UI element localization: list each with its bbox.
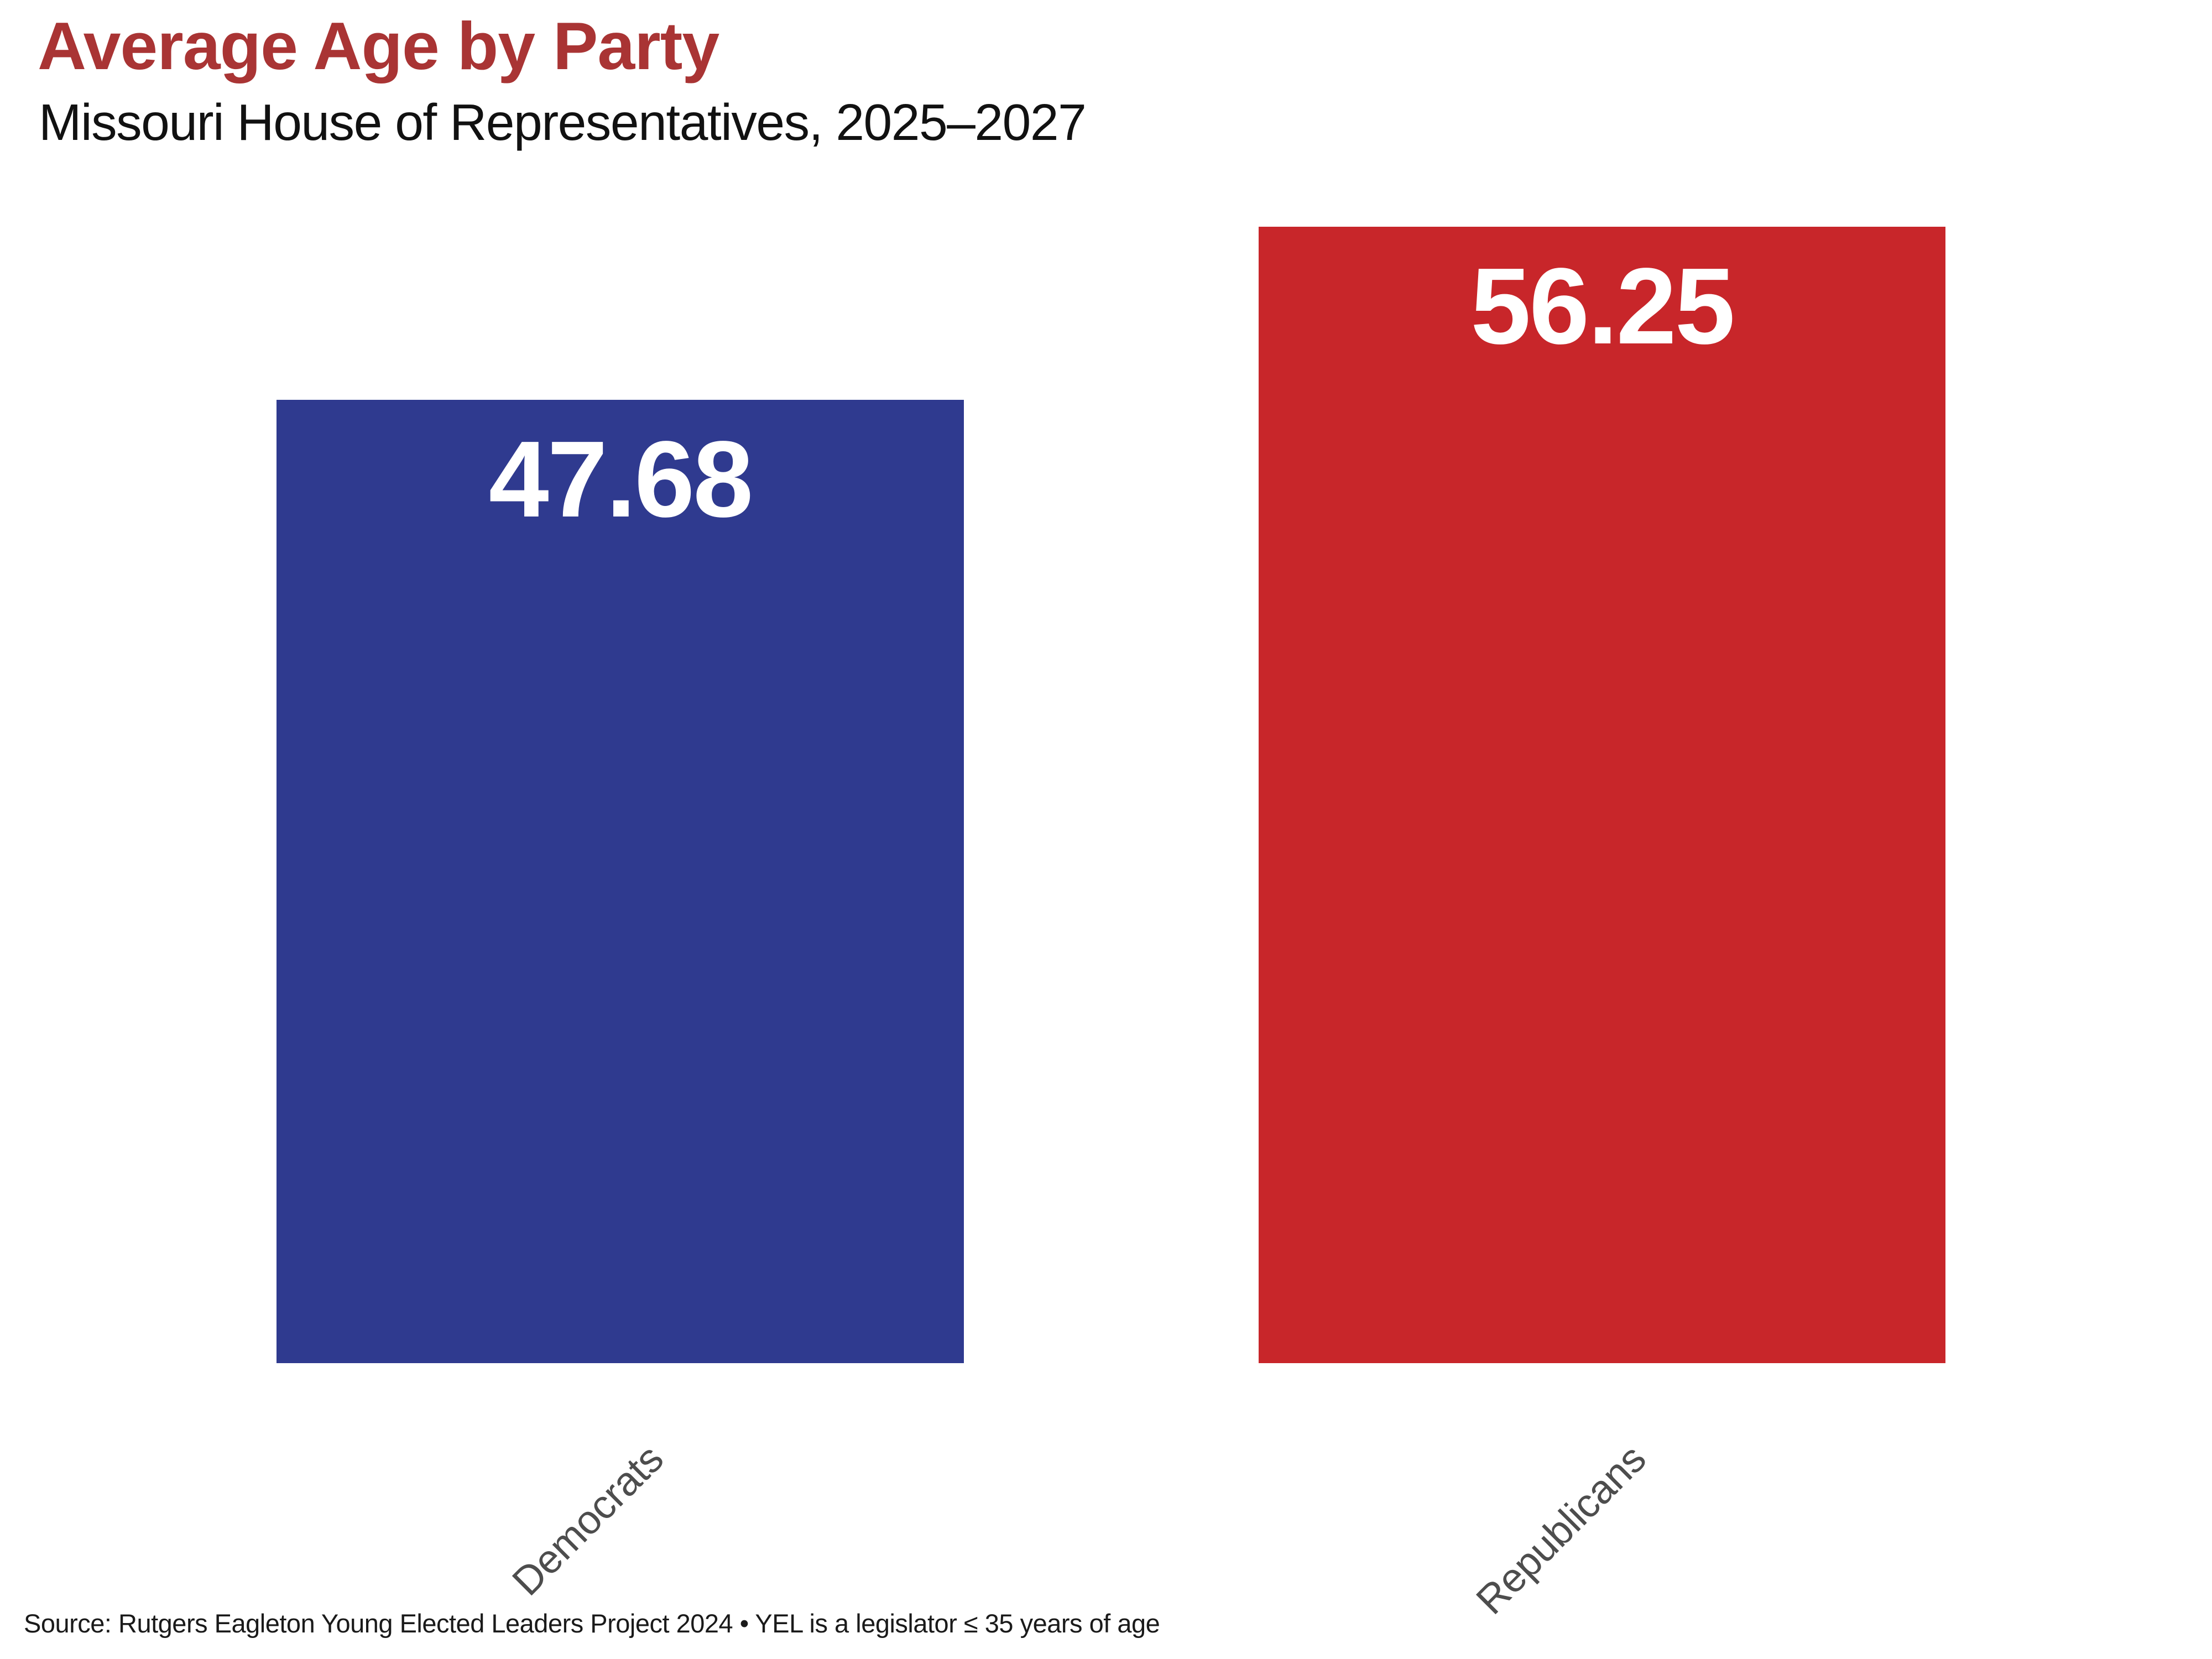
x-tick-label-republicans: Republicans	[1467, 1436, 1655, 1623]
chart-title: Average Age by Party	[38, 8, 719, 84]
bar-value-democrats: 47.68	[488, 419, 753, 540]
bar-democrats: 47.68	[276, 400, 964, 1363]
x-tick-label-democrats: Democrats	[503, 1436, 672, 1604]
bar-value-republicans: 56.25	[1470, 246, 1735, 367]
chart-subtitle: Missouri House of Representatives, 2025–…	[39, 93, 1087, 151]
bar-republicans: 56.25	[1259, 227, 1945, 1363]
source-note: Source: Rutgers Eagleton Young Elected L…	[24, 1609, 1160, 1638]
